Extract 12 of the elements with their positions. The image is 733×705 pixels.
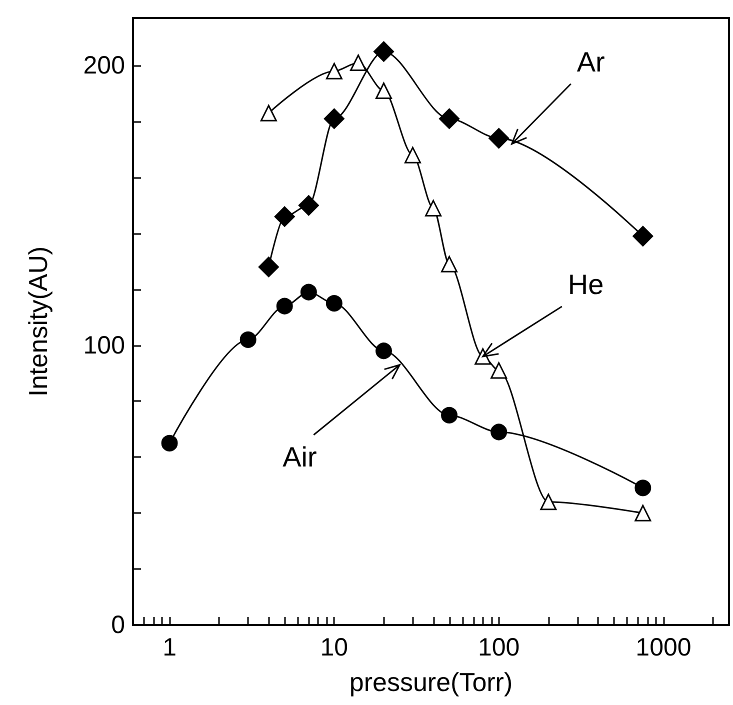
x-tick-label: 100	[478, 634, 520, 662]
y-tick-label: 200	[83, 52, 125, 80]
y-tick-label: 0	[111, 611, 125, 639]
x-tick-label: 1000	[636, 634, 692, 662]
annotation: He	[568, 268, 604, 300]
y-axis-title: Intensity(AU)	[23, 246, 53, 397]
annotation: Air	[282, 441, 317, 472]
x-axis-title: pressure(Torr)	[349, 667, 513, 697]
x-tick-label: 10	[320, 634, 348, 662]
x-tick-label: 1	[162, 634, 176, 662]
annotation: Ar	[576, 46, 605, 78]
y-tick-label: 100	[83, 331, 125, 360]
